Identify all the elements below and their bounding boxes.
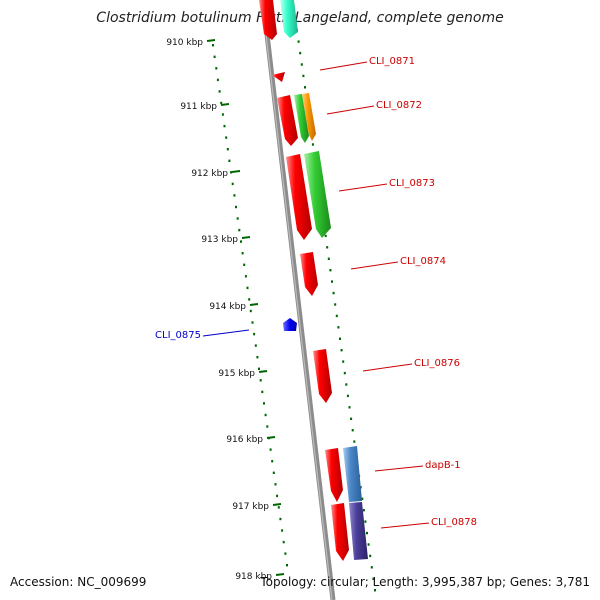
tick-label: 917 kbp <box>232 502 269 512</box>
genome-summary-text: Topology: circular; Length: 3,995,387 bp… <box>260 575 590 589</box>
gene-arrow-red-0872[interactable] <box>277 95 298 146</box>
accession-text: Accession: NC_009699 <box>10 575 147 589</box>
tick-label: 916 kbp <box>226 435 263 445</box>
gene-label-cli-0874[interactable]: CLI_0874 <box>400 256 446 267</box>
ruler-dotted-line-left <box>212 44 288 567</box>
gene-label-cli-0871[interactable]: CLI_0871 <box>369 56 415 67</box>
tick-label: 918 kbp <box>235 572 272 582</box>
genome-backbone <box>260 0 336 600</box>
gene-label-leader <box>202 329 250 337</box>
gene-arrow-red-0878[interactable] <box>331 503 349 561</box>
tick-label: 912 kbp <box>191 169 228 179</box>
gene-arrow-cli0878[interactable] <box>349 502 368 560</box>
gene-arrow-cli0876[interactable] <box>313 349 332 403</box>
gene-arrow-dapb-1[interactable] <box>343 446 362 502</box>
gene-label-cli-0872[interactable]: CLI_0872 <box>376 100 422 111</box>
gene-arrow-red-dapb[interactable] <box>325 448 343 502</box>
gene-arrow-cli0874[interactable] <box>300 252 318 296</box>
gene-label-leader <box>338 183 388 192</box>
tick-mark <box>206 39 216 42</box>
gene-features <box>259 0 368 561</box>
gene-label-leader <box>319 61 368 71</box>
gene-label-leader <box>380 522 430 529</box>
tick-mark <box>258 370 268 373</box>
gene-label-leader <box>374 465 424 472</box>
gene-arrow-red-top[interactable] <box>259 0 277 40</box>
gene-arrow-cli0872[interactable] <box>294 94 309 143</box>
tick-label: 914 kbp <box>209 302 246 312</box>
tick-mark <box>266 436 276 439</box>
tick-label: 911 kbp <box>180 102 217 112</box>
gene-arrow-cli0871[interactable] <box>272 72 285 82</box>
tick-label: 910 kbp <box>166 38 203 48</box>
gene-arrow-cli0873[interactable] <box>304 151 331 238</box>
gene-label-cli-0873[interactable]: CLI_0873 <box>389 178 435 189</box>
gene-arrow-red-0873[interactable] <box>286 154 312 240</box>
gene-label-leader <box>362 363 413 372</box>
ruler-ticks: 910 kbp 911 kbp 912 kbp 913 kbp 914 kbp 915 k… <box>166 38 285 582</box>
gene-label-cli-0878[interactable]: CLI_0878 <box>431 517 477 528</box>
gene-label-cli-0875[interactable]: CLI_0875 <box>155 330 201 341</box>
tick-label: 915 kbp <box>218 369 255 379</box>
gene-label-leader <box>326 105 375 115</box>
tick-mark <box>220 103 230 106</box>
tick-mark <box>241 236 251 239</box>
gene-label-dapb-1[interactable]: dapB-1 <box>425 460 461 471</box>
tick-mark <box>275 573 285 576</box>
tick-mark <box>249 303 259 306</box>
gene-label-cli-0876[interactable]: CLI_0876 <box>414 358 460 369</box>
gene-arrow-orange-0872[interactable] <box>302 93 316 141</box>
tick-mark <box>272 503 282 506</box>
gene-labels: CLI_0871 CLI_0872 CLI_0873 CLI_0874 CLI_0875… <box>155 56 477 529</box>
tick-mark <box>231 170 241 173</box>
tick-label: 913 kbp <box>201 235 238 245</box>
genome-title: Clostridium botulinum F str. Langeland, … <box>96 10 504 26</box>
gene-arrow-teal-top[interactable] <box>280 0 298 38</box>
gene-arrow-cli0875[interactable] <box>283 318 297 331</box>
gene-label-leader <box>350 261 399 270</box>
